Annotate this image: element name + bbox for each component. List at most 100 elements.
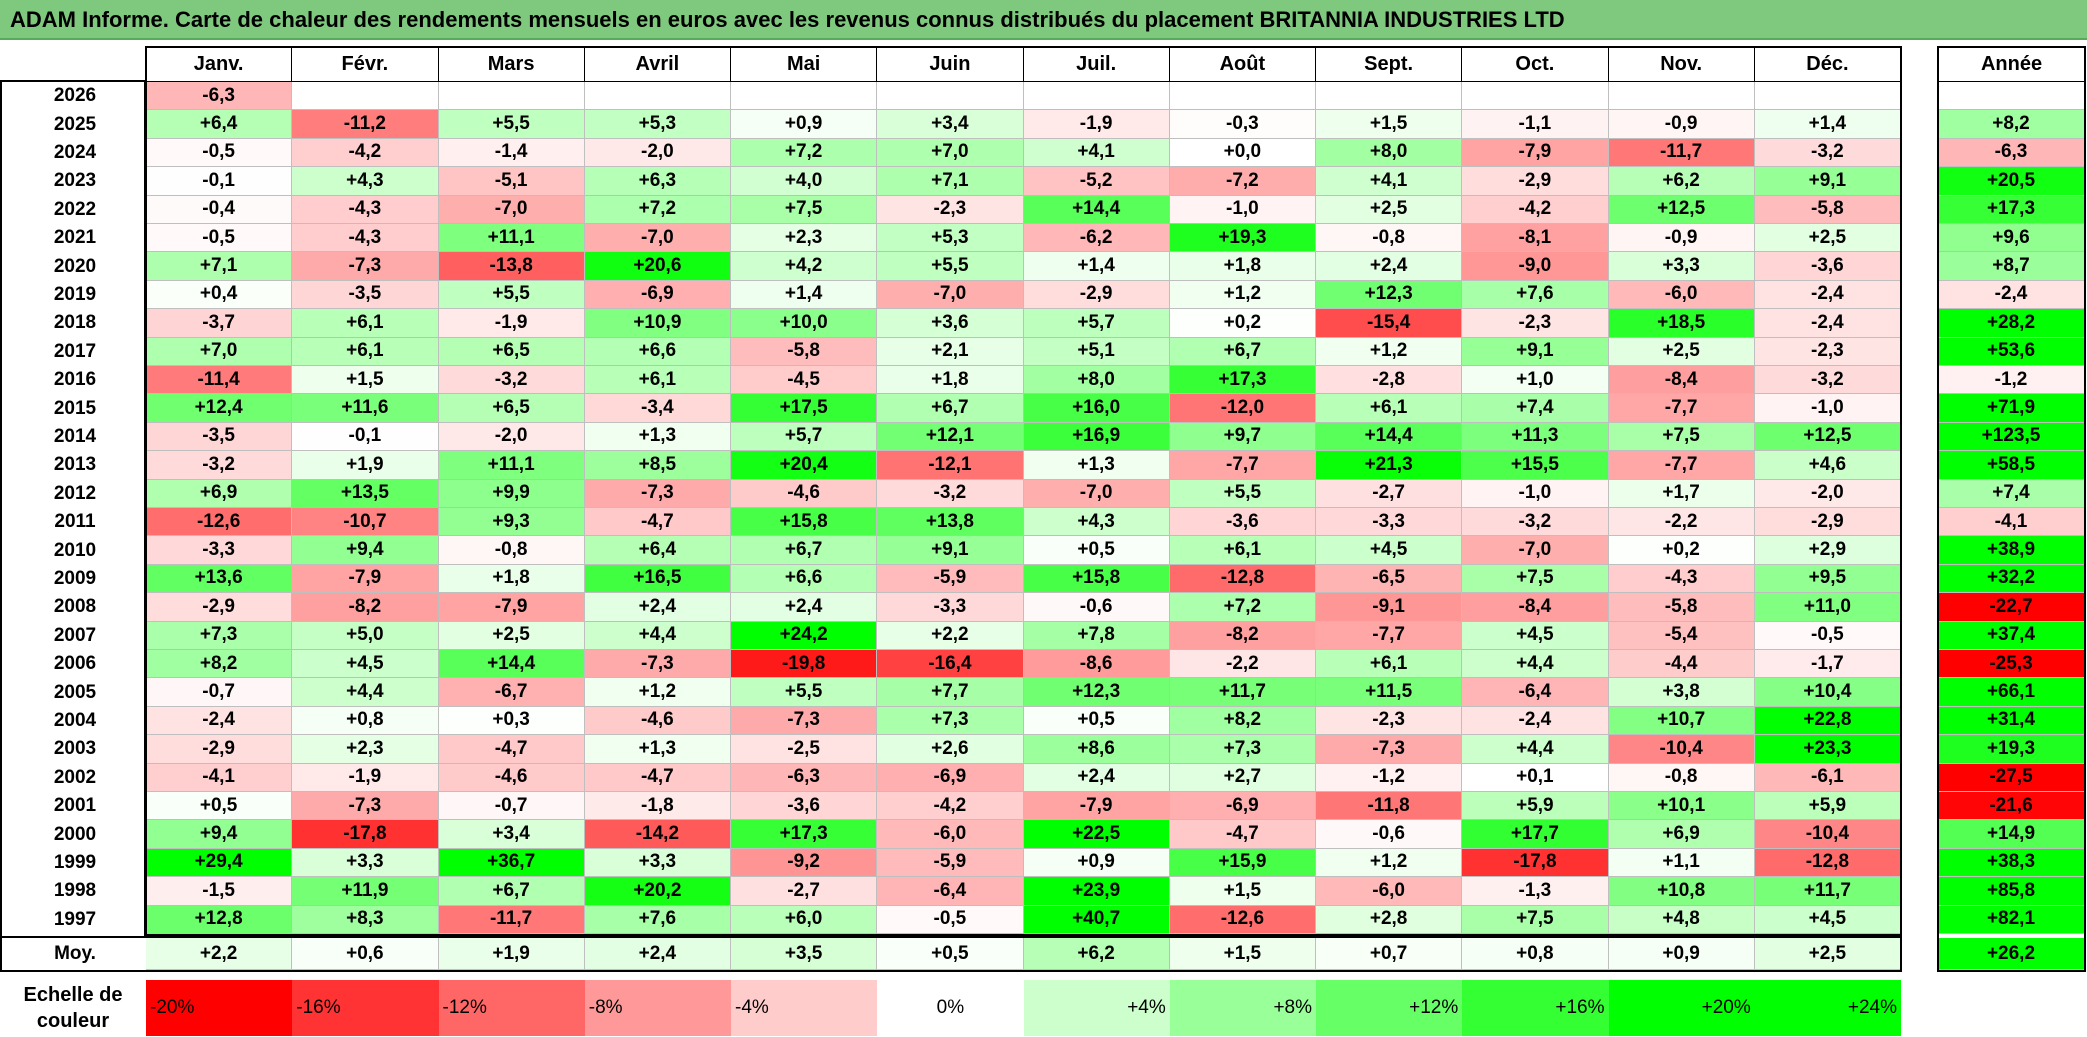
- heatmap-cell: +6,1: [1316, 394, 1463, 423]
- heatmap-cell: -2,3: [1316, 706, 1463, 736]
- year-label: 2012: [53, 482, 97, 504]
- heatmap-cell: -6,1: [1754, 763, 1901, 792]
- heatmap-cell: -0,5: [146, 224, 293, 253]
- heatmap-cell: +0,0: [1169, 138, 1316, 168]
- heatmap-cell: -2,3: [1462, 309, 1609, 338]
- heatmap-cell: +19,3: [1169, 224, 1316, 253]
- heatmap-cell: +6,3: [584, 167, 731, 196]
- heatmap-cell: [438, 82, 585, 111]
- heatmap-cell: -4,3: [292, 195, 439, 224]
- heatmap-cell: -7,0: [1023, 479, 1170, 508]
- heatmap-cell: +11,3: [1462, 422, 1609, 452]
- heatmap-cell: +12,5: [1608, 195, 1755, 224]
- heatmap-cell: +1,5: [1316, 110, 1463, 139]
- heatmap-cell: +1,3: [584, 735, 731, 764]
- heatmap-cell: -6,3: [146, 82, 293, 111]
- year-label: 2009: [53, 567, 97, 589]
- heatmap-cell: +4,8: [1608, 905, 1755, 934]
- year-label: 2010: [53, 539, 97, 561]
- year-label: 2007: [53, 624, 97, 646]
- heatmap-cell: +13,5: [292, 479, 439, 508]
- heatmap-cell: +12,4: [146, 394, 293, 423]
- heatmap-cell: -0,6: [1023, 593, 1170, 622]
- year-label: 2022: [53, 198, 97, 220]
- annual-cell: +20,5: [1938, 167, 2085, 196]
- heatmap-cell: +5,7: [1023, 309, 1170, 338]
- heatmap-cell: +7,5: [731, 195, 878, 224]
- average-cell: +6,2: [1023, 938, 1170, 970]
- heatmap-cell: +11,7: [1169, 678, 1316, 707]
- heatmap-cell: +7,4: [1462, 394, 1609, 423]
- heatmap-cell: -3,2: [1754, 138, 1901, 168]
- year-label: 2025: [53, 113, 97, 135]
- heatmap-cell: -6,0: [877, 820, 1024, 849]
- heatmap-cell: +6,2: [1608, 167, 1755, 196]
- heatmap-cell: +11,6: [292, 394, 439, 423]
- heatmap-cell: +15,8: [731, 508, 878, 537]
- color-scale-label-line2: couleur: [36, 1010, 110, 1032]
- annual-cell: +82,1: [1938, 905, 2085, 934]
- heatmap-cell: -2,5: [731, 735, 878, 764]
- heatmap-cell: +6,9: [1608, 820, 1755, 849]
- heatmap-cell: +22,8: [1754, 706, 1901, 736]
- heatmap-cell: +9,7: [1169, 422, 1316, 452]
- annual-cell: -1,2: [1938, 366, 2085, 395]
- color-scale-stop: +8%: [1169, 980, 1316, 1036]
- heatmap-cell: +6,7: [438, 877, 585, 906]
- heatmap-cell: +11,9: [292, 877, 439, 906]
- heatmap-cell: +1,4: [731, 280, 878, 310]
- heatmap-cell: +2,6: [877, 735, 1024, 764]
- year-label: 2002: [53, 766, 97, 788]
- heatmap-cell: +9,5: [1754, 564, 1901, 594]
- heatmap-cell: [877, 82, 1024, 111]
- heatmap-cell: +1,8: [877, 366, 1024, 395]
- average-cell: +1,5: [1169, 938, 1316, 970]
- color-scale-stop: -16%: [292, 980, 439, 1036]
- heatmap-cell: +7,8: [1023, 621, 1170, 650]
- heatmap-cell: -0,1: [146, 167, 293, 196]
- average-cell: +2,4: [584, 938, 731, 970]
- heatmap-cell: +20,2: [584, 877, 731, 906]
- heatmap-cell: -0,7: [146, 678, 293, 707]
- heatmap-cell: -12,1: [877, 451, 1024, 480]
- heatmap-cell: -1,5: [146, 877, 293, 906]
- heatmap-cell: [1316, 82, 1463, 111]
- heatmap-cell: -4,3: [292, 224, 439, 253]
- month-header: Mars: [438, 46, 585, 82]
- heatmap-cell: -6,9: [877, 763, 1024, 792]
- heatmap-cell: +4,5: [1316, 536, 1463, 565]
- annual-cell: -2,4: [1938, 280, 2085, 310]
- year-label: 1998: [53, 880, 97, 902]
- year-label: 2017: [53, 340, 97, 362]
- heatmap-cell: +9,1: [877, 536, 1024, 565]
- annual-cell: +19,3: [1938, 735, 2085, 764]
- year-label: 2014: [53, 425, 97, 447]
- heatmap-cell: -3,2: [1462, 508, 1609, 537]
- heatmap-cell: +13,8: [877, 508, 1024, 537]
- heatmap-cell: +5,7: [731, 422, 878, 452]
- heatmap-cell: +3,6: [877, 309, 1024, 338]
- heatmap-cell: -2,4: [1754, 280, 1901, 310]
- heatmap-cell: +18,5: [1608, 309, 1755, 338]
- heatmap-cell: +7,3: [1169, 735, 1316, 764]
- heatmap-cell: +7,5: [1462, 564, 1609, 594]
- month-header: Déc.: [1754, 46, 1901, 82]
- heatmap-cell: +7,3: [146, 621, 293, 650]
- month-header: Avril: [584, 46, 731, 82]
- heatmap-cell: -2,7: [1316, 479, 1463, 508]
- heatmap-cell: -4,6: [584, 706, 731, 736]
- heatmap-cell: -7,2: [1169, 167, 1316, 196]
- heatmap-cell: +2,1: [877, 337, 1024, 366]
- heatmap-cell: +4,4: [584, 621, 731, 650]
- heatmap-cell: +2,4: [1023, 763, 1170, 792]
- heatmap-cell: -9,0: [1462, 252, 1609, 281]
- heatmap-cell: +1,2: [1316, 337, 1463, 366]
- heatmap-cell: -5,1: [438, 167, 585, 196]
- heatmap-cell: +5,3: [877, 224, 1024, 253]
- heatmap-cell: +29,4: [146, 848, 293, 878]
- heatmap-cell: +9,1: [1462, 337, 1609, 366]
- heatmap-cell: -6,3: [731, 763, 878, 792]
- heatmap-cell: +4,5: [1462, 621, 1609, 650]
- annual-cell: +17,3: [1938, 195, 2085, 224]
- page-title: ADAM Informe. Carte de chaleur des rende…: [10, 7, 1565, 32]
